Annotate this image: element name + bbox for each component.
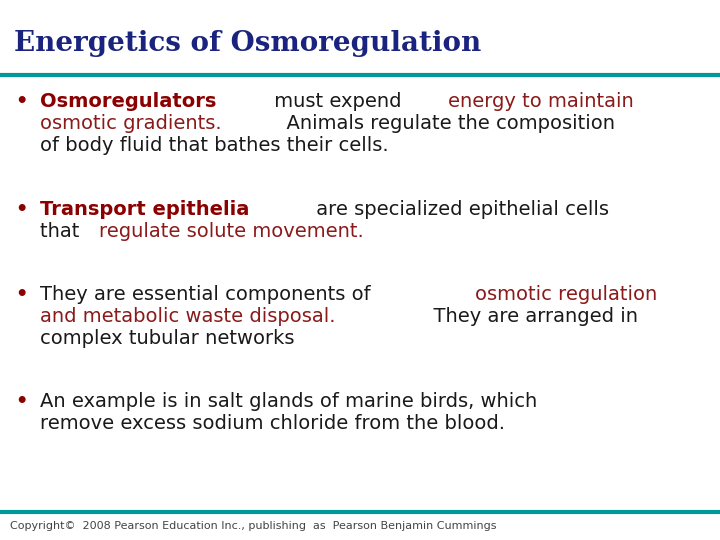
Text: •: • bbox=[15, 392, 27, 411]
Text: osmotic gradients.: osmotic gradients. bbox=[40, 114, 222, 133]
Text: Animals regulate the composition: Animals regulate the composition bbox=[274, 114, 616, 133]
Text: They are essential components of: They are essential components of bbox=[40, 285, 377, 304]
Text: energy to maintain: energy to maintain bbox=[448, 92, 634, 111]
Text: Osmoregulators: Osmoregulators bbox=[40, 92, 217, 111]
Text: Copyright©  2008 Pearson Education Inc., publishing  as  Pearson Benjamin Cummin: Copyright© 2008 Pearson Education Inc., … bbox=[10, 521, 497, 531]
Text: are specialized epithelial cells: are specialized epithelial cells bbox=[310, 200, 609, 219]
Text: of body fluid that bathes their cells.: of body fluid that bathes their cells. bbox=[40, 136, 389, 155]
Text: osmotic regulation: osmotic regulation bbox=[474, 285, 657, 304]
Text: Energetics of Osmoregulation: Energetics of Osmoregulation bbox=[14, 30, 481, 57]
Text: They are arranged in: They are arranged in bbox=[421, 307, 639, 326]
Text: regulate solute movement.: regulate solute movement. bbox=[99, 222, 364, 241]
Text: •: • bbox=[15, 92, 27, 111]
Text: that: that bbox=[40, 222, 86, 241]
Text: and metabolic waste disposal.: and metabolic waste disposal. bbox=[40, 307, 336, 326]
Text: An example is in salt glands of marine birds, which: An example is in salt glands of marine b… bbox=[40, 392, 537, 411]
Text: remove excess sodium chloride from the blood.: remove excess sodium chloride from the b… bbox=[40, 414, 505, 433]
Text: •: • bbox=[15, 285, 27, 304]
Text: complex tubular networks: complex tubular networks bbox=[40, 329, 294, 348]
Text: •: • bbox=[15, 200, 27, 219]
Text: Transport epithelia: Transport epithelia bbox=[40, 200, 249, 219]
Text: must expend: must expend bbox=[268, 92, 408, 111]
